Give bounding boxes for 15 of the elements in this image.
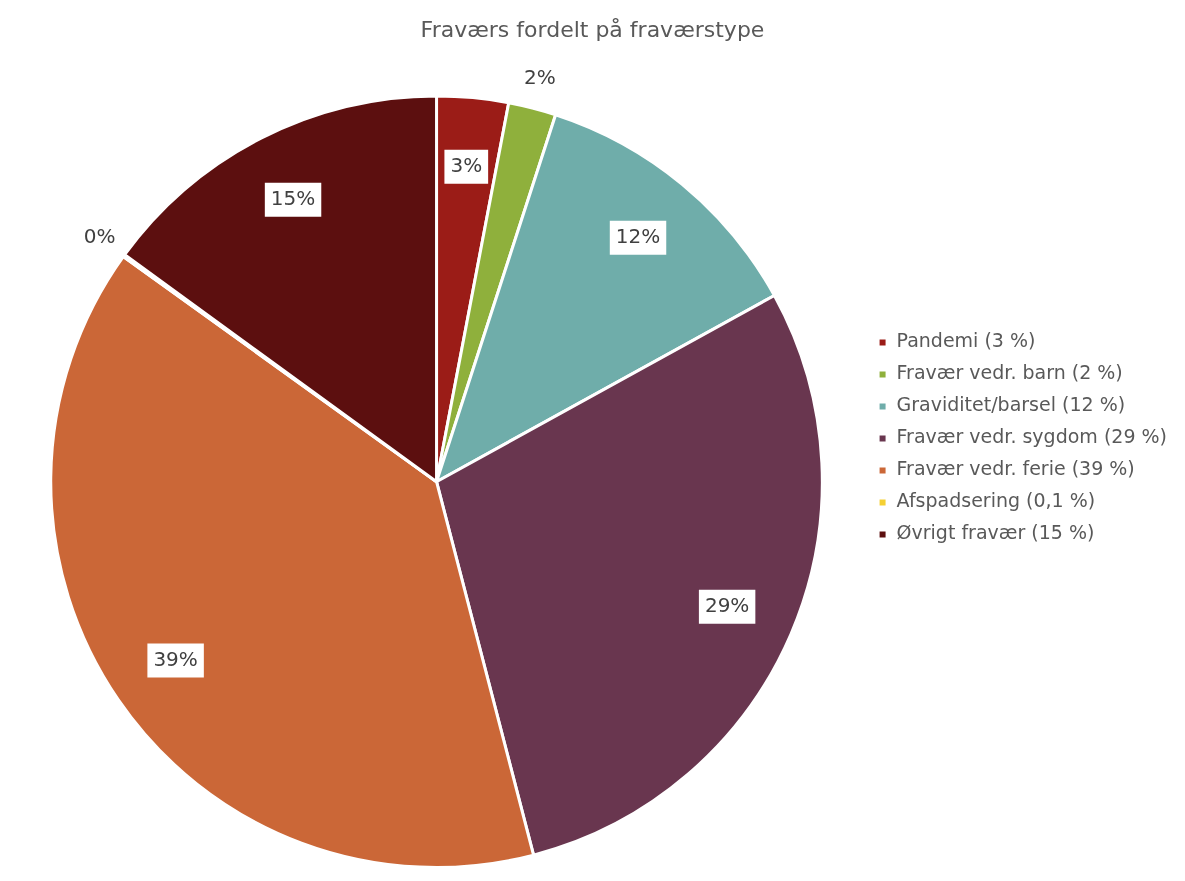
data-label: 15% [270, 185, 316, 210]
legend-label: Fravær vedr. ferie (39 %) [896, 457, 1135, 480]
data-label: 29% [704, 592, 750, 617]
legend-label: Fravær vedr. barn (2 %) [896, 361, 1123, 384]
data-label: 3% [450, 152, 483, 177]
data-label: 12% [615, 224, 661, 249]
chart-title: Fraværs fordelt på fraværstype [420, 16, 765, 42]
legend-label: Pandemi (3 %) [896, 329, 1036, 352]
legend-label: Graviditet/barsel (12 %) [896, 393, 1126, 416]
data-label: 2% [523, 65, 556, 90]
legend-label: Øvrigt fravær (15 %) [896, 521, 1095, 544]
legend-label: Afspadsering (0,1 %) [896, 489, 1096, 512]
data-label: 0% [83, 224, 116, 249]
legend-label: Fravær vedr. sygdom (29 %) [896, 425, 1168, 448]
data-label: 39% [153, 646, 198, 671]
